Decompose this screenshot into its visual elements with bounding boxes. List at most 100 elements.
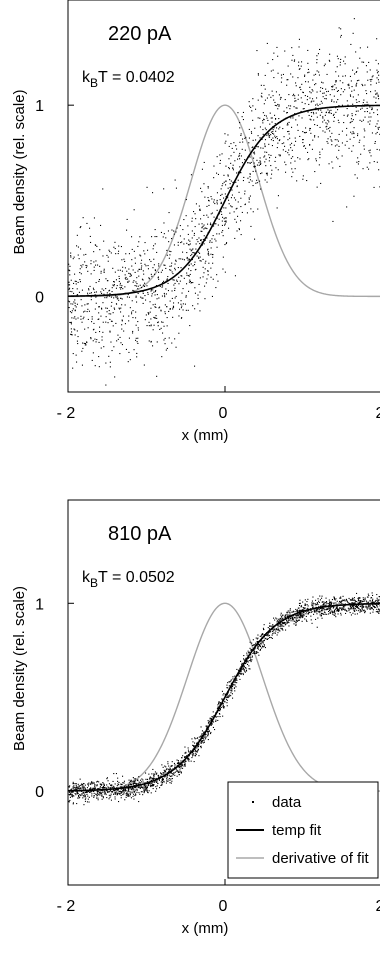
data-point xyxy=(80,264,82,266)
data-point xyxy=(93,790,95,792)
data-point xyxy=(287,610,289,612)
data-point xyxy=(241,664,243,666)
data-point xyxy=(98,788,100,790)
data-point xyxy=(86,303,88,305)
data-point xyxy=(143,784,145,786)
data-point xyxy=(334,610,336,612)
data-point xyxy=(192,252,194,254)
data-point xyxy=(378,169,380,171)
data-point xyxy=(322,96,324,98)
data-point xyxy=(153,258,155,260)
data-point xyxy=(163,325,165,327)
data-point xyxy=(342,91,344,93)
data-point xyxy=(134,257,136,259)
data-point xyxy=(251,110,253,112)
data-point xyxy=(169,779,171,781)
data-point xyxy=(78,797,80,799)
data-point xyxy=(350,80,352,82)
data-point xyxy=(89,292,91,294)
data-point xyxy=(326,141,328,143)
data-point xyxy=(319,114,321,116)
data-point xyxy=(109,289,111,291)
data-point xyxy=(375,611,377,613)
data-point xyxy=(355,114,357,116)
data-point xyxy=(98,341,100,343)
data-point xyxy=(121,320,123,322)
data-point xyxy=(272,59,274,61)
data-point xyxy=(160,773,162,775)
data-point xyxy=(91,359,93,361)
data-point xyxy=(325,601,327,603)
data-point xyxy=(323,601,325,603)
data-point xyxy=(342,608,344,610)
data-point xyxy=(70,328,72,330)
data-point xyxy=(222,235,224,237)
data-point xyxy=(230,680,232,682)
data-point xyxy=(262,627,264,629)
data-point xyxy=(201,740,203,742)
data-point xyxy=(70,333,72,335)
data-point xyxy=(180,275,182,277)
data-point xyxy=(117,790,119,792)
data-point xyxy=(295,620,297,622)
data-point xyxy=(244,193,246,195)
data-point xyxy=(84,794,86,796)
data-point xyxy=(332,114,334,116)
data-point xyxy=(236,185,238,187)
data-point xyxy=(94,338,96,340)
data-point xyxy=(126,794,128,796)
data-point xyxy=(278,104,280,106)
data-point xyxy=(154,781,156,783)
data-point xyxy=(226,699,228,701)
data-point xyxy=(276,127,278,129)
data-point xyxy=(158,297,160,299)
data-point xyxy=(162,321,164,323)
data-point xyxy=(315,618,317,620)
data-point xyxy=(224,271,226,273)
data-point xyxy=(299,611,301,613)
data-point xyxy=(140,262,142,264)
data-point xyxy=(228,685,230,687)
data-point xyxy=(336,607,338,609)
data-point xyxy=(298,619,300,621)
data-point xyxy=(299,610,301,612)
data-point xyxy=(76,791,78,793)
data-point xyxy=(194,748,196,750)
data-point xyxy=(335,616,337,618)
data-point xyxy=(200,747,202,749)
data-point xyxy=(244,671,246,673)
data-point xyxy=(103,787,105,789)
data-point xyxy=(230,205,232,207)
data-point xyxy=(357,601,359,603)
legend-label: data xyxy=(272,794,302,811)
data-point xyxy=(128,315,130,317)
data-point xyxy=(359,139,361,141)
data-point xyxy=(207,270,209,272)
data-point xyxy=(132,777,134,779)
data-point xyxy=(253,650,255,652)
data-point xyxy=(203,224,205,226)
data-point xyxy=(141,259,143,261)
data-point xyxy=(233,211,235,213)
data-point xyxy=(315,609,317,611)
data-point xyxy=(195,243,197,245)
data-point xyxy=(162,285,164,287)
data-point xyxy=(325,126,327,128)
data-point xyxy=(178,332,180,334)
data-point xyxy=(187,233,189,235)
data-point xyxy=(320,100,322,102)
data-point xyxy=(108,310,110,312)
data-point xyxy=(363,136,365,138)
data-point xyxy=(164,296,166,298)
data-point xyxy=(240,234,242,236)
data-point xyxy=(110,296,112,298)
data-point xyxy=(178,276,180,278)
data-point xyxy=(213,225,215,227)
data-point xyxy=(357,94,359,96)
data-point xyxy=(162,782,164,784)
data-point xyxy=(142,279,144,281)
data-point xyxy=(247,657,249,659)
data-point xyxy=(132,780,134,782)
data-point xyxy=(102,331,104,333)
data-point xyxy=(348,83,350,85)
